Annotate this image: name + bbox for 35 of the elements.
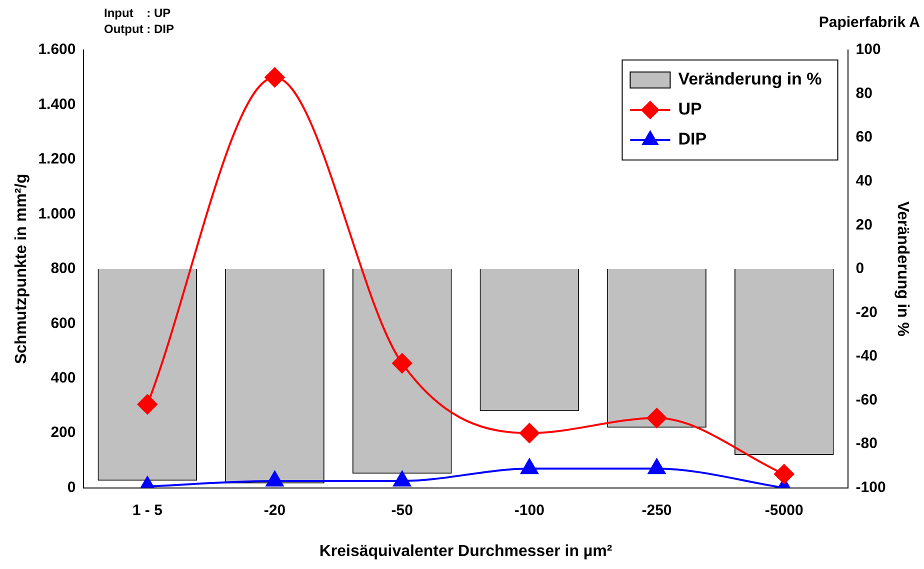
y2-tick-label: 80 [856,84,872,102]
x-tick-label: -5000 [764,502,804,519]
y2-tick-label: -60 [856,391,878,408]
y2-tick-label: 40 [856,172,872,190]
y-tick-label: 200 [50,424,76,442]
y-tick-label: 1.600 [38,41,76,58]
y-tick-label: 1.200 [38,150,76,168]
legend-label: UP [678,100,702,119]
y-tick-label: 0 [67,478,76,496]
x-tick-label: -50 [391,502,413,519]
legend-label: Veränderung in % [678,70,822,89]
y-tick-label: 800 [50,260,76,278]
x-tick-label: -100 [514,502,544,519]
y2-tick-label: -100 [856,478,886,496]
y2-tick-label: -40 [856,348,878,365]
y2-tick-label: -20 [856,304,878,321]
y-tick-label: 1.400 [38,96,76,113]
text: Papierfabrik A [818,14,920,31]
y2-tick-label: 0 [856,260,864,278]
y2-axis-title: Veränderung in % [894,201,911,336]
y-tick-label: 400 [50,369,76,386]
y2-tick-label: 60 [856,128,872,146]
x-tick-label: 1 - 5 [132,502,162,519]
x-axis-title: Kreisäquivalenter Durchmesser in µm² [319,542,612,560]
y-tick-label: 1.000 [38,205,76,222]
x-tick-label: -250 [642,502,672,519]
y2-tick-label: 20 [856,216,872,234]
text: Input : UP [104,6,171,20]
legend-label: DIP [678,130,707,149]
y-tick-label: 600 [50,314,76,332]
x-tick-label: -20 [264,502,286,519]
y2-tick-label: -80 [856,435,878,452]
y2-tick-label: 100 [856,41,881,58]
y-axis-title: Schmutzpunkte in mm²/g [13,174,30,364]
text: Output : DIP [104,22,174,36]
